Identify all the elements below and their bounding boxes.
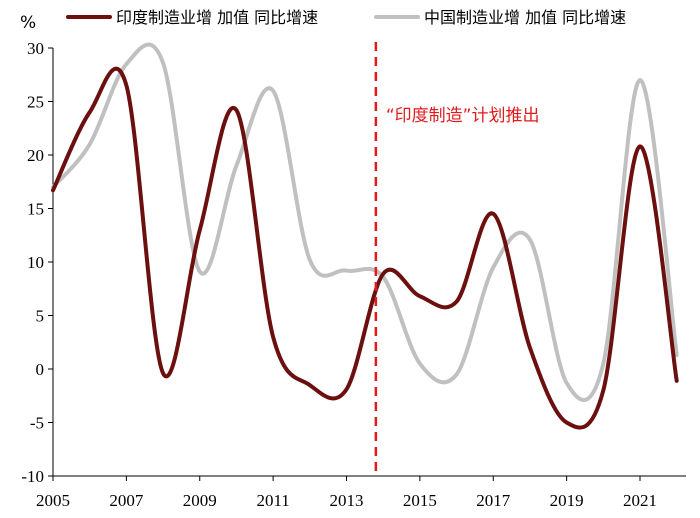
chart-legend: 印度制造业增 加值 同比增速 中国制造业增 加值 同比增速 bbox=[66, 8, 626, 27]
y-tick-label: -10 bbox=[21, 467, 44, 486]
y-tick-label: 20 bbox=[27, 146, 44, 165]
series-line-india bbox=[51, 66, 679, 430]
x-tick-label: 2019 bbox=[550, 491, 584, 510]
x-tick-label: 2005 bbox=[36, 491, 70, 510]
chart-series bbox=[51, 42, 679, 430]
y-tick-label: 0 bbox=[36, 360, 45, 379]
y-tick-label: 30 bbox=[27, 39, 44, 58]
x-tick-label: 2013 bbox=[330, 491, 364, 510]
y-tick-label: 10 bbox=[27, 253, 44, 272]
y-tick-label: 15 bbox=[27, 200, 44, 219]
series-line-china bbox=[51, 42, 679, 402]
x-tick-label: 2015 bbox=[403, 491, 437, 510]
x-tick-label: 2007 bbox=[109, 491, 144, 510]
legend-label: 印度制造业增 加值 同比增速 bbox=[116, 8, 318, 27]
x-tick-label: 2017 bbox=[476, 491, 511, 510]
y-tick-label: 25 bbox=[27, 93, 44, 112]
x-tick-label: 2009 bbox=[183, 491, 217, 510]
legend-label: 中国制造业增 加值 同比增速 bbox=[424, 8, 626, 27]
x-tick-label: 2021 bbox=[623, 491, 657, 510]
y-tick-label: 5 bbox=[36, 307, 45, 326]
y-axis-unit: % bbox=[20, 13, 36, 33]
y-tick-label: -5 bbox=[30, 414, 44, 433]
annotation-label: “印度制造”计划推出 bbox=[386, 106, 540, 126]
chart-annotations: “印度制造”计划推出 bbox=[374, 42, 540, 476]
x-tick-label: 2011 bbox=[256, 491, 289, 510]
